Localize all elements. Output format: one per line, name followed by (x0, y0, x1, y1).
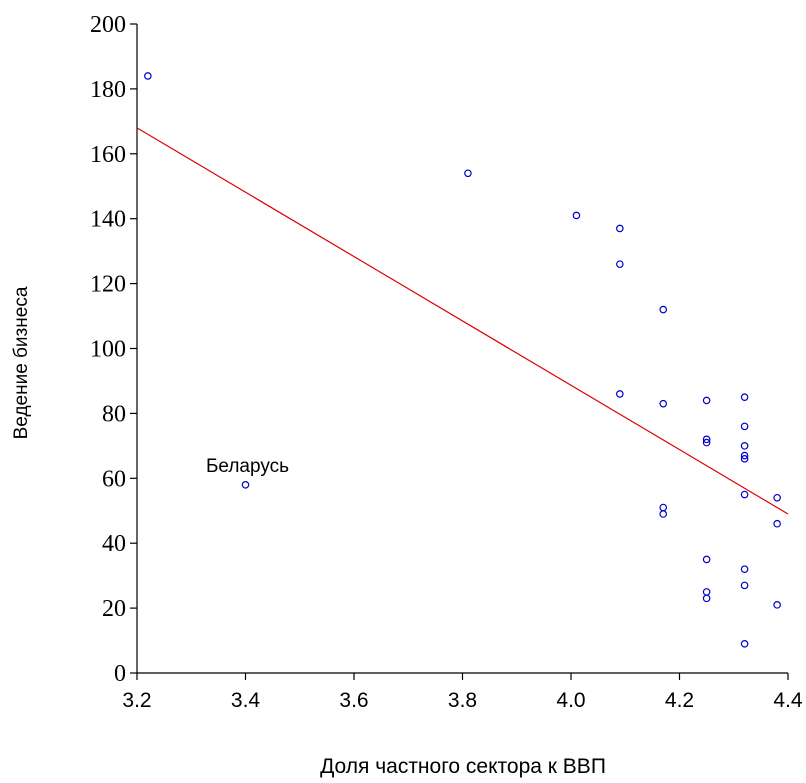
data-point (740, 451, 749, 460)
y-tick-label: 0 (114, 661, 126, 687)
x-tick-label: 3.6 (339, 689, 368, 712)
regression-line (136, 127, 789, 515)
data-point (659, 399, 668, 408)
x-axis-label: Доля частного сектора к ВВП (320, 755, 606, 778)
x-tick-label: 3.2 (122, 689, 151, 712)
y-tick-label: 60 (102, 466, 126, 492)
fit-line-layer (136, 127, 789, 515)
data-point (740, 490, 749, 499)
data-point (241, 480, 250, 489)
data-point (659, 510, 668, 518)
data-point (464, 169, 472, 178)
data-point (773, 493, 781, 502)
data-point (702, 594, 711, 603)
x-tick-label: 3.4 (231, 689, 261, 712)
data-point (773, 601, 781, 609)
y-tick-label: 120 (90, 272, 126, 298)
data-point (740, 442, 749, 450)
data-point (702, 555, 711, 564)
points-layer (144, 72, 781, 648)
data-point (659, 305, 668, 314)
y-tick-label: 40 (102, 531, 126, 557)
point-annotation: Беларусь (206, 456, 289, 477)
y-axis-label: Ведение бизнеса (11, 286, 32, 439)
x-tick-label: 4.2 (665, 689, 694, 712)
x-tick-label: 3.8 (448, 689, 477, 712)
annotations-layer: Беларусь (206, 456, 289, 477)
data-point (702, 435, 711, 444)
y-tick-label: 180 (90, 77, 126, 103)
data-point (144, 72, 152, 80)
y-tick-label: 80 (102, 401, 126, 427)
data-point (616, 390, 624, 398)
x-tick-label: 4.4 (773, 689, 803, 712)
data-point (740, 422, 749, 431)
axes: 0 20 40 60 80 100 120 140 160 180 200 3.2 3.4 3.6 3.8 4… (90, 12, 803, 712)
data-point (572, 211, 581, 220)
data-point (616, 224, 624, 233)
y-tick-label: 100 (90, 337, 126, 363)
data-point (702, 438, 711, 447)
y-tick-label: 140 (90, 207, 126, 233)
x-tick-label: 4.0 (556, 689, 585, 712)
data-point (702, 396, 711, 405)
data-point (773, 519, 781, 528)
data-point (740, 455, 749, 463)
data-point (740, 565, 749, 573)
data-point (702, 588, 711, 596)
y-tick-label: 200 (90, 12, 126, 38)
data-point (740, 639, 749, 648)
y-tick-label: 20 (102, 596, 126, 622)
data-point (616, 260, 624, 268)
y-tick-label: 160 (90, 142, 126, 168)
data-point (740, 393, 749, 401)
data-point (659, 503, 668, 512)
data-point (740, 581, 749, 590)
